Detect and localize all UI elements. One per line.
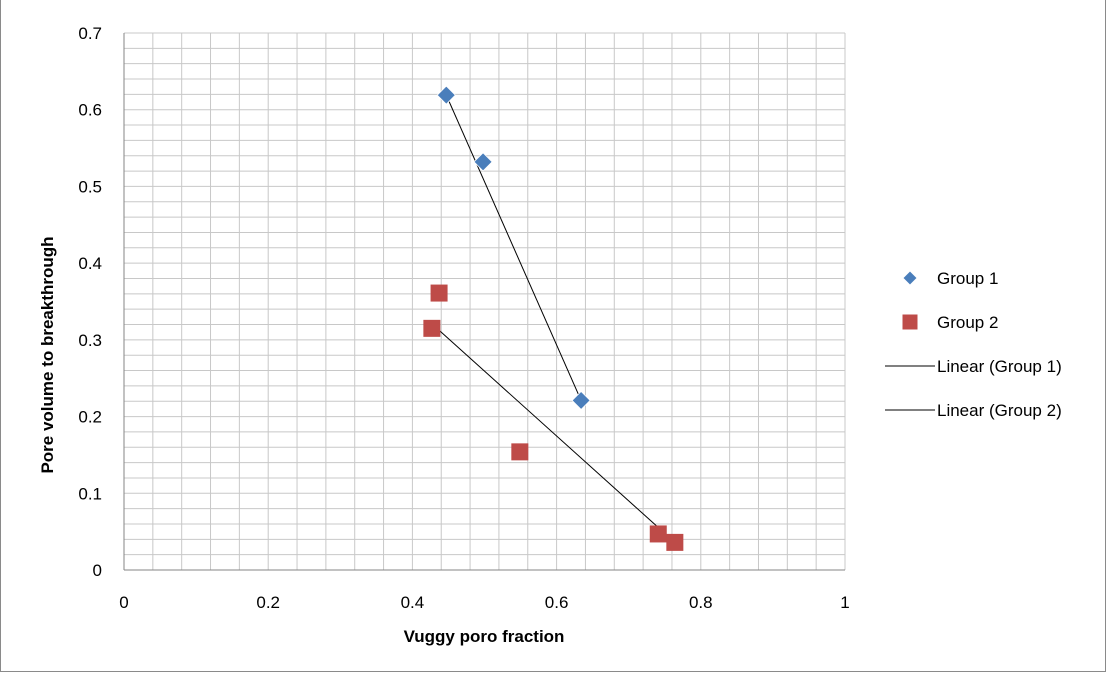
legend-linear-group-1-label: Linear (Group 1)	[937, 357, 1062, 376]
group-1-point	[436, 85, 456, 105]
legend-group-2-marker	[902, 314, 918, 330]
group-2-point	[423, 319, 441, 337]
y-axis-title: Pore volume to breakthrough	[38, 236, 57, 473]
y-tick-label: 0.6	[78, 101, 102, 120]
trendline-group-2	[431, 323, 676, 543]
group-2-point	[430, 284, 448, 302]
trendline-group-1	[445, 94, 582, 401]
legend-group-1-label: Group 1	[937, 269, 998, 288]
y-tick-label: 0.7	[78, 24, 102, 43]
tick-labels: 0 0.2 0.4 0.6 0.8 1 0 0.1 0.2 0.3 0.4 0.5 0.6 0.7	[78, 24, 849, 612]
y-tick-label: 0.1	[78, 484, 102, 503]
data-points	[423, 85, 684, 551]
x-tick-label: 0	[119, 593, 128, 612]
y-tick-label: 0	[93, 561, 102, 580]
y-tick-label: 0.3	[78, 331, 102, 350]
x-tick-label: 0.8	[689, 593, 713, 612]
group-2-point	[649, 525, 667, 543]
legend-linear-group-2-label: Linear (Group 2)	[937, 401, 1062, 420]
x-axis-title: Vuggy poro fraction	[404, 627, 565, 646]
x-tick-label: 0.4	[401, 593, 425, 612]
legend: Group 1 Group 2 Linear (Group 1) Linear (Gr…	[885, 269, 1062, 420]
grid	[123, 32, 846, 571]
y-tick-label: 0.4	[78, 254, 102, 273]
x-tick-label: 0.6	[545, 593, 569, 612]
y-tick-label: 0.5	[78, 177, 102, 196]
x-tick-label: 1	[840, 593, 849, 612]
group-1-point	[473, 152, 493, 172]
trendlines	[431, 94, 676, 543]
legend-group-2-label: Group 2	[937, 313, 998, 332]
group-2-point	[511, 443, 529, 461]
group-1-point	[571, 390, 591, 411]
x-tick-label: 0.2	[256, 593, 280, 612]
group-2-point	[666, 533, 684, 551]
y-tick-label: 0.2	[78, 408, 102, 427]
legend-group-1-marker	[902, 270, 918, 286]
